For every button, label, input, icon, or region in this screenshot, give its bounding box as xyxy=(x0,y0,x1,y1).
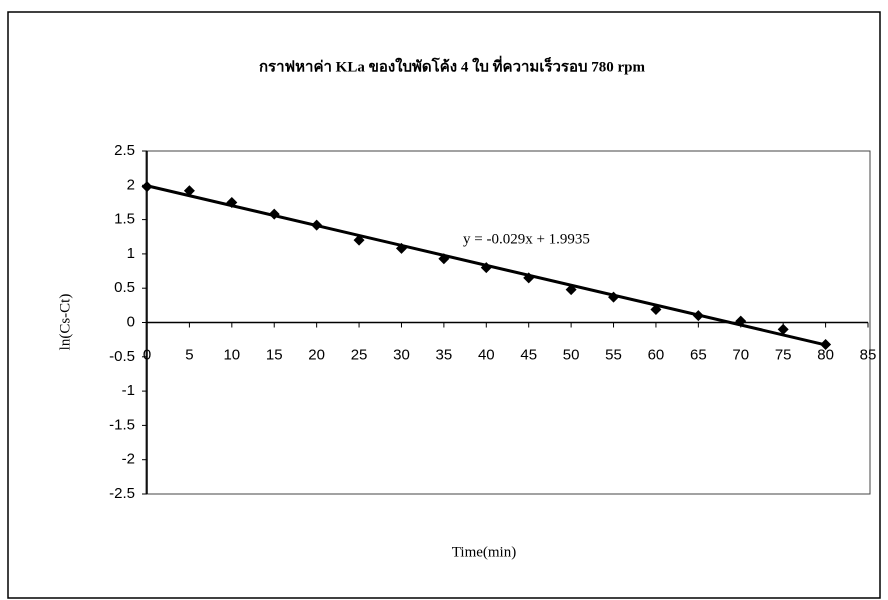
y-tick-label: -2.5 xyxy=(109,485,135,502)
data-point xyxy=(608,291,620,303)
y-tick-label: 0.5 xyxy=(114,279,135,296)
y-tick-label: 1.5 xyxy=(114,211,135,228)
x-tick-label: 40 xyxy=(478,346,495,363)
x-tick-label: 10 xyxy=(223,346,240,363)
data-point xyxy=(311,219,323,231)
x-tick-label: 60 xyxy=(648,346,665,363)
x-tick-label: 50 xyxy=(563,346,580,363)
data-point xyxy=(777,323,789,335)
data-point xyxy=(692,310,704,322)
x-tick-label: 30 xyxy=(393,346,410,363)
data-point xyxy=(268,208,280,220)
x-tick-label: 20 xyxy=(308,346,325,363)
x-tick-label: 70 xyxy=(732,346,749,363)
data-point xyxy=(820,338,832,350)
x-axis-label: Time(min) xyxy=(452,544,516,560)
y-axis-label: ln(Cs-Ct) xyxy=(57,294,73,351)
x-tick-label: 45 xyxy=(520,346,537,363)
y-tick-label: -2 xyxy=(122,451,135,468)
data-point xyxy=(395,242,407,254)
x-tick-label: 35 xyxy=(436,346,453,363)
y-tick-label: -0.5 xyxy=(109,348,135,365)
y-tick-label: 1 xyxy=(127,245,135,262)
data-point xyxy=(438,253,450,265)
data-point xyxy=(141,181,153,193)
data-point xyxy=(480,262,492,274)
data-point xyxy=(650,303,662,315)
data-point xyxy=(353,234,365,246)
x-tick-label: 85 xyxy=(860,346,877,363)
x-tick-label: 75 xyxy=(775,346,792,363)
y-tick-label: 2.5 xyxy=(114,142,135,159)
x-tick-label: 80 xyxy=(817,346,834,363)
x-tick-label: 5 xyxy=(185,346,193,363)
data-point xyxy=(565,284,577,296)
chart-title: กราฟหาค่า KLa ของใบพัดโค้ง 4 ใบ ที่ความเ… xyxy=(259,55,646,75)
x-tick-label: 0 xyxy=(143,346,151,363)
x-tick-label: 15 xyxy=(266,346,283,363)
trendline-equation: y = -0.029x + 1.9935 xyxy=(463,231,590,247)
x-tick-label: 25 xyxy=(351,346,368,363)
x-tick-label: 65 xyxy=(690,346,707,363)
data-point xyxy=(226,196,238,208)
y-tick-label: -1 xyxy=(122,382,135,399)
x-tick-label: 55 xyxy=(605,346,622,363)
data-point xyxy=(735,315,747,327)
data-point xyxy=(523,272,535,284)
data-point xyxy=(183,185,195,197)
y-tick-label: -1.5 xyxy=(109,416,135,433)
y-tick-label: 0 xyxy=(127,313,135,330)
y-tick-label: 2 xyxy=(127,176,135,193)
chart-frame xyxy=(7,11,881,599)
